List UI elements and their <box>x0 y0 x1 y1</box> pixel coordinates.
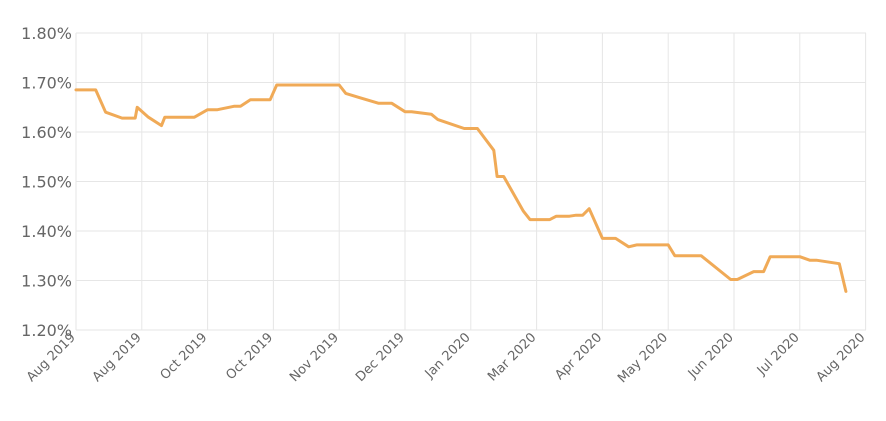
y-axis-tick-labels: 1.20% 1.30% 1.40% 1.50% 1.60% 1.70% 1.80% <box>21 24 72 340</box>
x-tick-label: Aug 2020 <box>814 330 869 385</box>
series-layer <box>74 83 848 293</box>
x-tick-label: Jan 2020 <box>422 330 474 382</box>
x-tick-label: Nov 2019 <box>287 330 342 385</box>
x-tick-label: May 2020 <box>615 330 671 386</box>
x-tick-label: Mar 2020 <box>485 330 539 384</box>
x-tick-label: Apr 2020 <box>552 330 605 383</box>
y-tick-label: 1.30% <box>21 272 72 291</box>
x-tick-label: Oct 2019 <box>158 330 211 383</box>
y-tick-label: 1.50% <box>21 173 72 192</box>
y-tick-label: 1.70% <box>21 74 72 93</box>
x-tick-label: Oct 2019 <box>223 330 276 383</box>
y-tick-label: 1.60% <box>21 123 72 142</box>
x-gridlines <box>75 33 867 330</box>
y-tick-label: 1.20% <box>21 321 72 340</box>
y-tick-label: 1.40% <box>21 222 72 241</box>
x-tick-label: Jun 2020 <box>685 330 737 382</box>
x-tick-label: Jul 2020 <box>754 330 803 379</box>
x-tick-label: Aug 2019 <box>90 330 145 385</box>
x-tick-label: Dec 2019 <box>353 330 408 385</box>
y-tick-label: 1.80% <box>21 24 72 43</box>
series-line <box>74 83 848 293</box>
x-axis-tick-labels: Aug 2019 Aug 2019 Oct 2019 Oct 2019 Nov 2019… <box>24 330 868 386</box>
